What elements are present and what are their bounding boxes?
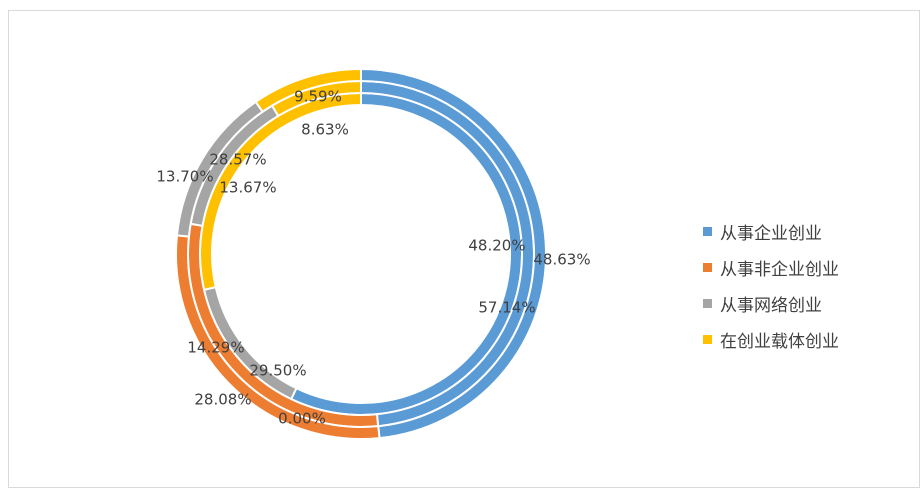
legend-label-online: 从事网络创业 [720,295,822,316]
data-label-inner-incubator: 28.57% [209,151,266,169]
data-label-middle-non-enterprise: 29.50% [249,362,306,380]
legend-item-online: 从事网络创业 [703,285,839,321]
legend-item-incubator: 在创业载体创业 [703,321,839,357]
data-label-outer-incubator: 9.59% [294,88,342,106]
data-label-outer-online: 13.70% [156,168,213,186]
legend-swatch-enterprise [703,226,712,236]
data-label-outer-non-enterprise: 28.08% [194,391,251,409]
data-label-middle-online: 13.67% [219,179,276,197]
data-label-outer-enterprise: 48.20% [468,237,525,255]
legend: 从事企业创业 从事非企业创业 从事网络创业 在创业载体创业 [703,213,839,357]
doughnut-chart: 57.14% 0.00% 14.29% 28.57% 48.63% 29.50% 13.67… [156,67,591,440]
legend-swatch-non-enterprise [703,262,712,272]
data-label-middle-enterprise: 48.63% [533,251,590,269]
legend-swatch-online [703,298,712,308]
legend-label-incubator: 在创业载体创业 [720,331,839,352]
legend-item-non-enterprise: 从事非企业创业 [703,249,839,285]
legend-label-enterprise: 从事企业创业 [720,223,822,244]
data-label-inner-online: 14.29% [187,339,244,357]
data-label-middle-incubator: 8.63% [301,121,349,139]
chart-area: 57.14% 0.00% 14.29% 28.57% 48.63% 29.50% 13.67… [8,10,920,488]
data-label-inner-non-enterprise: 0.00% [278,410,326,428]
legend-label-non-enterprise: 从事非企业创业 [720,259,839,280]
data-label-inner-enterprise: 57.14% [478,299,535,317]
legend-swatch-incubator [703,334,712,344]
slice-outer-incubator [254,67,362,114]
legend-item-enterprise: 从事企业创业 [703,213,839,249]
